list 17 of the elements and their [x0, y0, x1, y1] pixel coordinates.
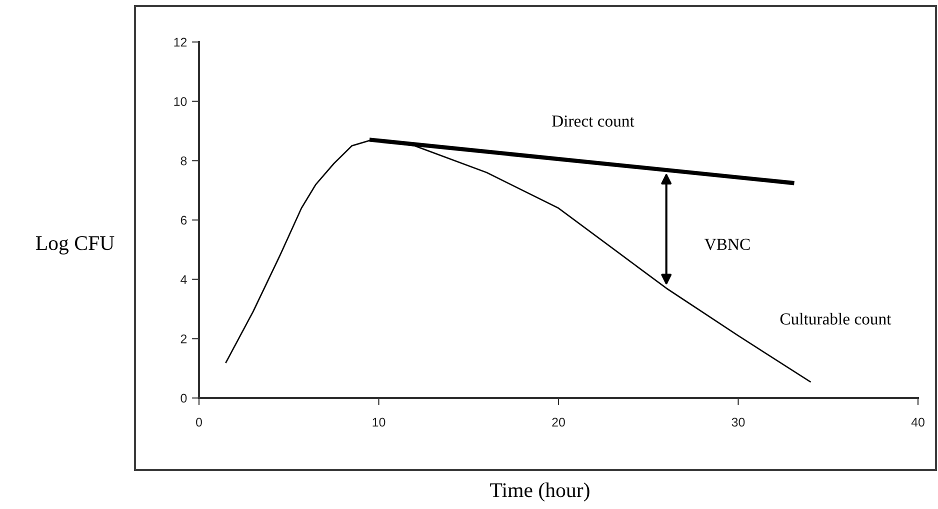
- x-tick-label: 20: [552, 418, 565, 427]
- series-label: Direct count: [552, 115, 634, 127]
- annotation: VBNC: [704, 238, 750, 250]
- x-tick-label: 0: [196, 418, 202, 427]
- y-tick-label: 8: [180, 156, 187, 166]
- y-axis-title: Log CFU: [36, 236, 114, 254]
- x-axis-title: Time (hour): [490, 482, 590, 502]
- y-tick-label: 10: [174, 97, 187, 106]
- y-tick-label: 2: [180, 334, 187, 344]
- y-tick-label: 12: [174, 38, 187, 47]
- y-tick-label: 4: [180, 275, 187, 284]
- x-tick-label: 10: [372, 418, 386, 427]
- y-tick-label: 6: [180, 216, 187, 225]
- y-tick-label: 0: [180, 394, 187, 403]
- x-tick-label: 40: [911, 418, 924, 427]
- series-label: Culturable count: [780, 312, 892, 325]
- x-tick-label: 30: [732, 418, 745, 427]
